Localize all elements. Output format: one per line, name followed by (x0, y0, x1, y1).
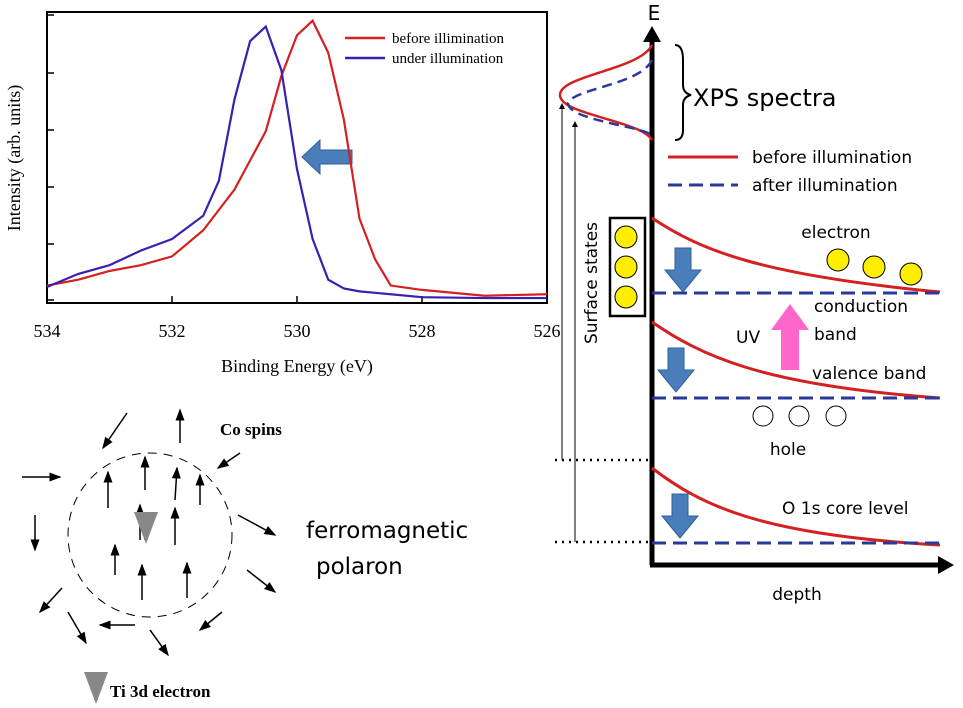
band-diagram: E depth XPS spectra before illumination … (555, 1, 954, 605)
x-tick-label: 530 (284, 321, 311, 341)
x-tick-label: 532 (159, 321, 186, 341)
y-ticks (47, 14, 54, 301)
label: Co spins (220, 420, 282, 439)
label: XPS spectra (693, 84, 836, 112)
legend-label: before illimination (392, 31, 505, 47)
xps-chart: Binding Energy (eV) Intensity (arb. unit… (4, 11, 561, 377)
xps-peak (566, 59, 654, 137)
label: UV (736, 328, 760, 348)
x-tick-label: 526 (534, 321, 561, 341)
brace (674, 44, 692, 141)
x-tick-label: 534 (34, 321, 61, 341)
label: Surface states (582, 222, 602, 344)
label: O 1s core level (782, 499, 909, 519)
label: polaron (316, 554, 403, 580)
y-axis-label: Intensity (arb. units) (4, 85, 25, 231)
legend-label: under illumination (392, 51, 504, 67)
label: band (814, 325, 857, 345)
label: hole (770, 440, 806, 460)
label: conduction (814, 297, 908, 317)
legend-label: after illumination (752, 176, 898, 196)
polaron-diagram: Co spins ferromagnetic polaron Ti 3d ele… (22, 408, 468, 704)
label: ferromagnetic (306, 518, 468, 544)
axis-label: depth (772, 585, 821, 605)
legend-label: before illumination (752, 148, 912, 168)
label: electron (801, 223, 870, 243)
x-axis-label: Binding Energy (eV) (221, 356, 373, 377)
shift-arrow (301, 138, 353, 176)
label: Ti 3d electron (110, 682, 211, 701)
xps-peak (558, 44, 654, 141)
x-tick-label: 528 (409, 321, 436, 341)
axis-label: E (648, 1, 661, 25)
label: valence band (812, 364, 926, 384)
line-series (46, 24, 547, 300)
